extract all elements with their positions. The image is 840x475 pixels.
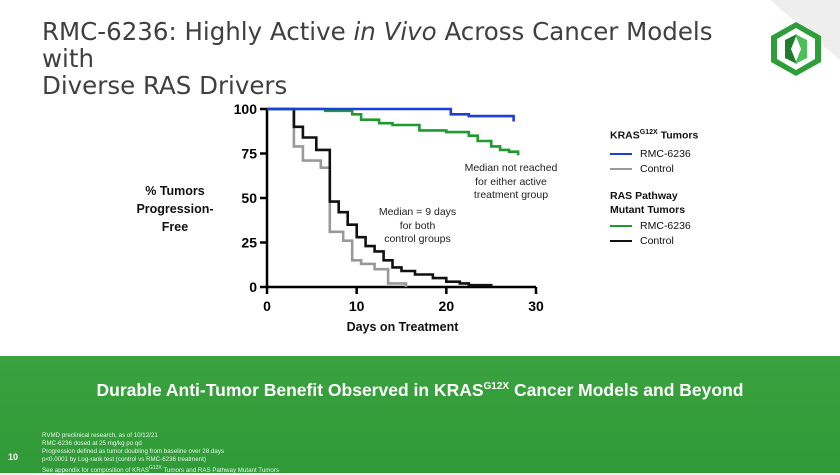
series-ras-rmc6236 [267,107,520,156]
annotation-active-line3: treatment group [473,189,549,201]
y-tick-label: 50 [241,190,257,206]
title-italic: in Vivo [353,17,437,46]
y-axis-label-line2: Progression- [136,202,214,216]
legend-item-kras-control: Control [610,162,750,177]
y-tick-label: 0 [249,279,257,295]
series-kras-rmc6236 [267,107,515,122]
legend-item-ras-rmc: RMC-6236 [610,219,750,234]
footnote-5: See appendix for composition of KRASG12X… [42,465,280,475]
legend-swatch-gray [610,167,632,171]
legend-swatch-blue [610,152,632,156]
annotation-active-line1: Median not reached [464,162,558,174]
legend-group2-title: RAS Pathway Mutant Tumors [610,189,686,216]
y-tick-label: 75 [241,146,257,162]
y-axis-label-line3: Free [161,220,189,234]
legend-item-ras-control: Control [610,234,750,249]
series-kras-control [267,107,408,287]
title-line2: Diverse RAS Drivers [42,71,288,100]
x-tick-label: 30 [528,298,544,314]
y-axis-label: % Tumors Progression- Free [130,182,220,236]
x-tick-label: 20 [439,298,455,314]
annotation-active-line2: for either active [475,175,547,188]
legend-item-kras-rmc: RMC-6236 [610,147,750,162]
annotation-control-line1: Median = 9 days [378,206,457,218]
series-ras-control [267,107,493,287]
legend-group1-title: KRASG12X Tumors [610,129,699,142]
legend-swatch-green [610,224,632,228]
x-tick-label: 0 [263,298,271,314]
y-tick-label: 25 [241,235,257,251]
annotation-control: Median = 9 days for both control groups [365,206,470,247]
footnote-4: p<0.0001 by Log-rank test (control vs RM… [42,456,206,463]
bottom-banner [0,356,840,473]
chart-legend: KRASG12X Tumors RMC-6236 Control RAS Pat… [610,126,750,249]
footnote-3: Progression defined as tumor doubling fr… [42,448,224,455]
footnote-2: RMC-6236 dosed at 25 mg/kg po qd [42,440,142,447]
page-number: 10 [8,452,19,462]
y-tick-label: 100 [234,101,258,117]
footnotes: RVMD preclinical research, as of 10/12/2… [42,432,542,475]
annotation-control-line2: for both [399,219,436,232]
banner-headline: Durable Anti-Tumor Benefit Observed in K… [96,380,744,400]
company-logo [771,22,821,76]
title-part2: Across Cancer Models with [42,17,713,73]
annotation-control-line3: control groups [384,233,451,245]
x-tick-label: 10 [349,298,365,314]
legend-swatch-black [610,239,632,243]
y-axis-label-line1: % Tumors [145,184,205,198]
title-part1: RMC-6236: Highly Active [42,17,354,46]
footnote-1: RVMD preclinical research, as of 10/12/2… [42,432,158,439]
annotation-active: Median not reached for either active tre… [452,162,570,203]
page-title: RMC-6236: Highly Active in Vivo Across C… [42,18,742,99]
km-chart: 0 25 50 75 100 0 10 20 30 [234,101,544,314]
x-axis-label: Days on Treatment [346,320,459,334]
